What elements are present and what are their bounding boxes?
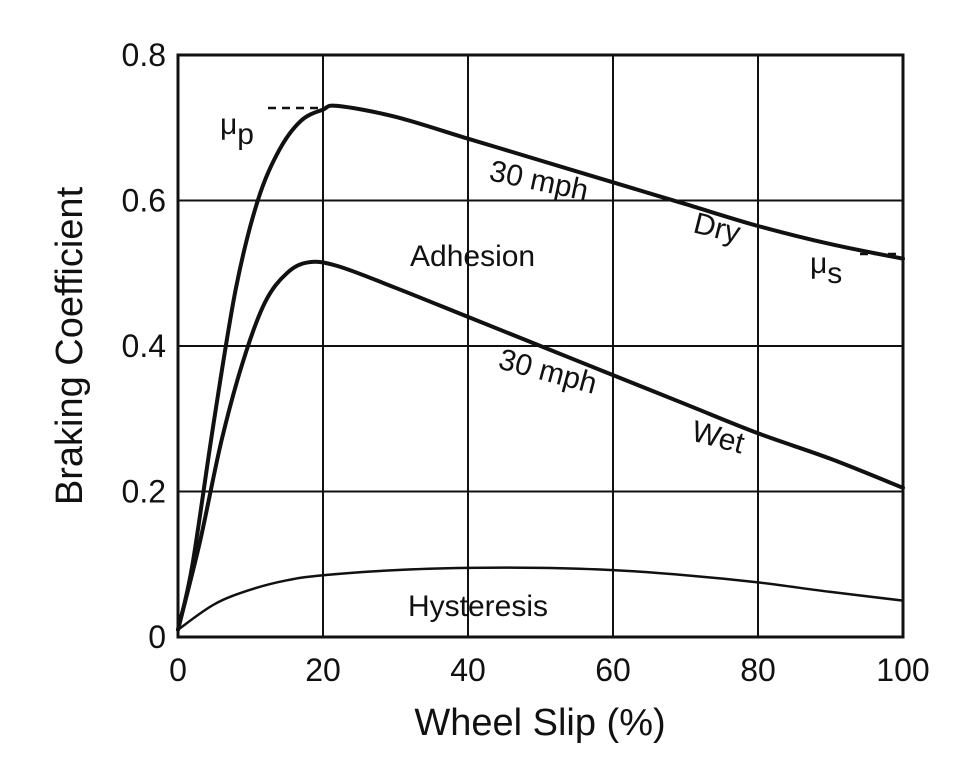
svg-text:μs: μs	[810, 247, 842, 290]
y-axis-title: Braking Coefficient	[49, 186, 91, 505]
tick-labels: 0 20 40 60 80 100 0 0.2 0.4 0.6 0.8	[122, 37, 930, 688]
adhesion-label: Adhesion	[410, 240, 535, 273]
hysteresis-label: Hysteresis	[408, 590, 548, 623]
axes	[176, 53, 905, 639]
x-tick-label-40: 40	[450, 652, 486, 688]
mu-s-symbol: μ	[810, 247, 827, 280]
series	[176, 103, 905, 632]
y-tick-label-0.6: 0.6	[122, 183, 166, 219]
wet-speed-label: 30 mph	[495, 343, 600, 401]
y-tick-label-0.2: 0.2	[122, 474, 166, 510]
series-line-wet	[176, 259, 905, 632]
y-tick-label-0.8: 0.8	[122, 37, 166, 73]
x-axis-title: Wheel Slip (%)	[414, 702, 665, 744]
dry-label: Dry	[690, 207, 743, 250]
x-tick-label-80: 80	[740, 652, 776, 688]
mu-p-label: μp	[220, 108, 254, 151]
series-line-hysteresis	[177, 566, 904, 631]
series-line-dry	[176, 103, 905, 632]
y-tick-label-0.4: 0.4	[122, 328, 166, 364]
x-tick-label-0: 0	[169, 652, 187, 688]
x-tick-label-20: 20	[305, 652, 341, 688]
plot-frame	[176, 53, 905, 639]
x-tick-label-60: 60	[595, 652, 631, 688]
mu-p-subscript: p	[237, 118, 254, 151]
mu-p-symbol: μ	[220, 108, 237, 141]
mu-s-label: μs	[810, 247, 842, 290]
x-tick-label-100: 100	[876, 652, 929, 688]
wet-label: Wet	[688, 415, 748, 461]
y-tick-label-0: 0	[148, 619, 166, 655]
svg-text:μp: μp	[220, 108, 254, 151]
mu-s-subscript: s	[827, 257, 842, 290]
